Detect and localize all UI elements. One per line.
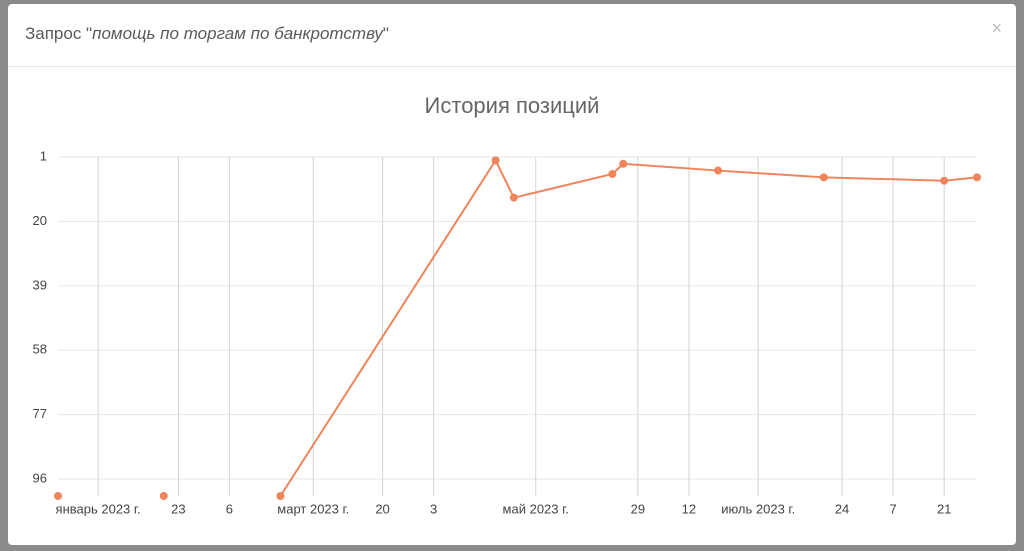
x-tick-label: 12: [682, 501, 696, 516]
point: [54, 492, 62, 500]
x-tick-label: 23: [171, 501, 185, 516]
point: [509, 193, 518, 202]
x-tick-label: май 2023 г.: [503, 501, 569, 516]
modal-header: Запрос "помощь по торгам по банкротству"…: [8, 4, 1016, 67]
line: [279, 158, 978, 497]
x-tick-label: 24: [835, 501, 849, 516]
title-prefix: Запрос ": [25, 24, 93, 43]
y-tick-label: 58: [33, 342, 47, 357]
modal: Запрос "помощь по торгам по банкротству"…: [8, 4, 1016, 545]
y-tick-label: 39: [33, 277, 47, 292]
x-tick-label: январь 2023 г.: [56, 501, 141, 516]
x-tick-label: март 2023 г.: [277, 501, 349, 516]
x-tick-label: 29: [631, 501, 645, 516]
x-tick-label: июль 2023 г.: [721, 501, 795, 516]
point: [619, 159, 628, 168]
y-tick-label: 20: [33, 213, 47, 228]
point: [276, 492, 285, 500]
x-tick-label: 21: [937, 501, 951, 516]
point: [819, 173, 828, 182]
point: [940, 176, 949, 185]
close-button[interactable]: ×: [991, 18, 1002, 38]
x-tick-label: 7: [890, 501, 897, 516]
modal-title: Запрос "помощь по торгам по банкротству": [25, 24, 389, 44]
query: помощь по торгам по банкротству: [92, 24, 383, 43]
point: [159, 492, 168, 500]
y-tick-label: 96: [33, 470, 47, 485]
point: [491, 156, 500, 165]
y-tick-label: 77: [33, 406, 47, 421]
point: [973, 173, 981, 182]
title-suffix: ": [382, 24, 389, 43]
y-tick-label: 1: [40, 148, 47, 163]
x-tick-label: 6: [226, 501, 233, 516]
point: [608, 169, 617, 178]
chart-title: История позиций: [425, 93, 600, 118]
point: [714, 166, 723, 175]
x-tick-label: 20: [375, 501, 389, 516]
x-tick-label: 3: [430, 501, 437, 516]
